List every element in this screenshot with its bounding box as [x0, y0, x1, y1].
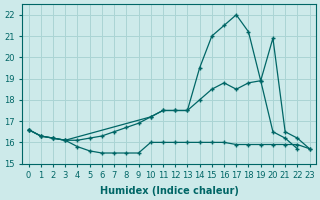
X-axis label: Humidex (Indice chaleur): Humidex (Indice chaleur): [100, 186, 238, 196]
